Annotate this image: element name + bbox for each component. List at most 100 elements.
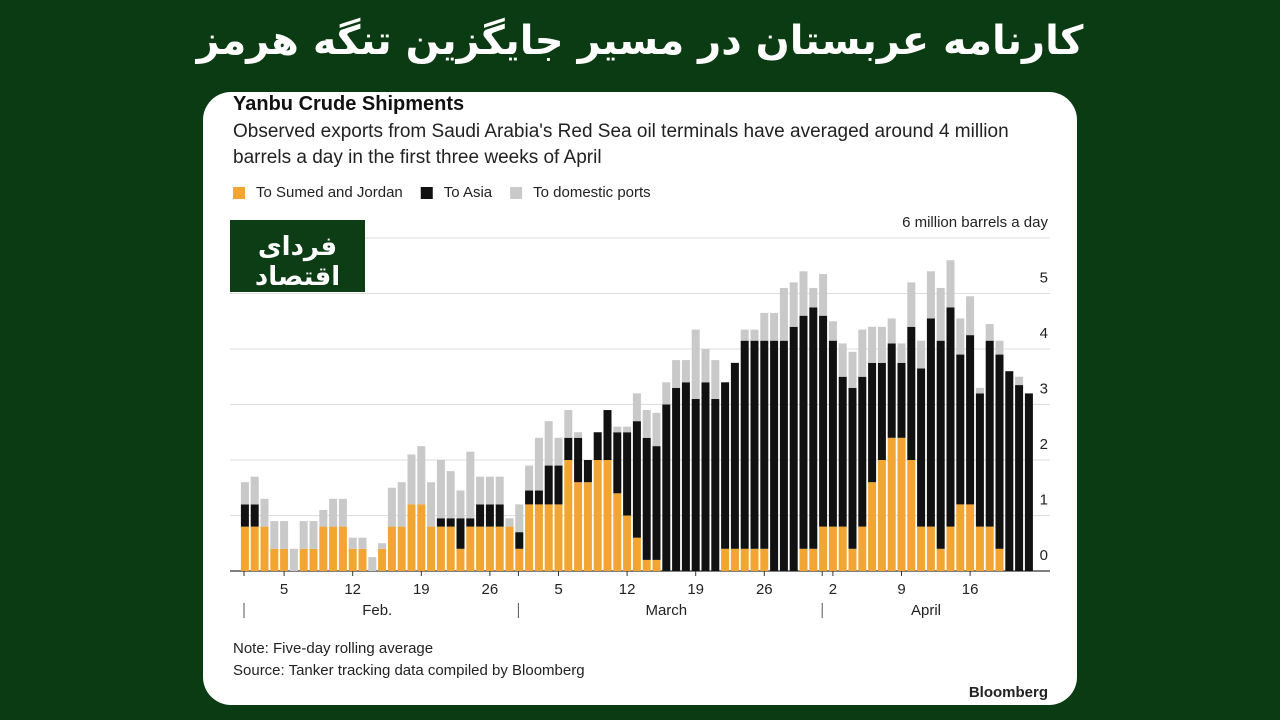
bar-segment	[397, 526, 406, 571]
x-tick-label: 9	[897, 581, 905, 598]
bar-segment	[250, 476, 259, 505]
bar-segment	[926, 318, 935, 527]
bar-segment	[917, 526, 926, 571]
bar-segment	[427, 482, 436, 527]
bar-segment	[378, 543, 387, 549]
bar-segment	[564, 437, 573, 460]
bar-segment	[456, 490, 465, 519]
y-tick-label: 5	[1040, 269, 1048, 286]
bar-segment	[995, 354, 1004, 549]
bar-segment	[534, 504, 543, 571]
bar-segment	[642, 437, 651, 560]
bar-segment	[495, 526, 504, 571]
y-tick-label: 6 million barrels a day	[902, 214, 1048, 231]
bar-segment	[466, 526, 475, 571]
legend-swatch	[420, 187, 433, 199]
bar-segment	[613, 432, 622, 494]
bar-segment	[946, 307, 955, 527]
x-tick-label: 12	[619, 581, 636, 598]
bar-segment	[966, 504, 975, 571]
bar-segment	[466, 451, 475, 519]
bar-segment	[740, 329, 749, 341]
bar-segment	[828, 321, 837, 341]
bar-segment	[917, 340, 926, 369]
bar-segment	[887, 437, 896, 571]
y-tick-label: 1	[1040, 491, 1048, 508]
bar-segment	[985, 340, 994, 527]
logo-tagline: رسانه تصویری روندهای اقتصادی	[243, 296, 352, 305]
x-tick-label: 2	[829, 581, 837, 598]
bar-segment	[730, 548, 739, 571]
bar-segment	[789, 282, 798, 327]
bar-segment	[495, 504, 504, 527]
bar-segment	[975, 526, 984, 571]
bar-segment	[564, 460, 573, 571]
bar-segment	[907, 460, 916, 571]
bar-segment	[985, 526, 994, 571]
chart-subtitle: Observed exports from Saudi Arabia's Red…	[233, 121, 1009, 168]
bar-segment	[554, 437, 563, 466]
bar-segment	[623, 426, 632, 433]
bar-segment	[329, 498, 338, 527]
bar-segment	[417, 504, 426, 571]
bar-segment	[750, 329, 759, 341]
x-tick-label: 26	[482, 581, 499, 598]
bar-segment	[505, 526, 514, 571]
bar-segment	[338, 526, 347, 571]
bar-segment	[848, 548, 857, 571]
bar-segment	[623, 515, 632, 571]
bar-segment	[574, 432, 583, 438]
bar-segment	[338, 498, 347, 527]
x-tick-label: 5	[280, 581, 288, 598]
logo: فردای اقتصاد رسانه تصویری روندهای اقتصاد…	[230, 220, 365, 305]
bar-segment	[319, 526, 328, 571]
bar-segment	[436, 518, 445, 527]
bar-segment	[770, 312, 779, 341]
bar-segment	[877, 362, 886, 460]
y-tick-label: 4	[1040, 325, 1048, 342]
bar-segment	[456, 518, 465, 549]
bar-segment	[544, 465, 553, 505]
bar-segment	[956, 354, 965, 505]
bar-segment	[956, 504, 965, 571]
bar-segment	[642, 559, 651, 571]
bar-segment	[740, 548, 749, 571]
bar-segment	[476, 476, 485, 505]
bar-segment	[348, 537, 357, 549]
bar-segment	[407, 504, 416, 571]
bar-segment	[760, 548, 769, 571]
bar-segment	[799, 315, 808, 549]
bar-segment	[632, 421, 641, 538]
bar-segment	[848, 387, 857, 549]
bar-segment	[407, 454, 416, 505]
bar-segment	[819, 526, 828, 571]
bar-segment	[819, 315, 828, 527]
bar-segment	[877, 326, 886, 363]
bar-segment	[515, 504, 524, 533]
bar-segment	[828, 340, 837, 527]
chart-title: Yanbu Crude Shipments	[233, 93, 465, 115]
bar-segment	[809, 307, 818, 549]
bar-segment	[456, 548, 465, 571]
bar-segment	[681, 382, 690, 571]
bar-segment	[809, 287, 818, 308]
bar-segment	[936, 287, 945, 341]
legend-label: To domestic ports	[533, 184, 651, 201]
bar-segment	[887, 318, 896, 344]
bar-segment	[515, 532, 524, 549]
legend-label: To Sumed and Jordan	[256, 184, 403, 201]
bar-segment	[868, 326, 877, 363]
month-label: April	[911, 602, 941, 619]
bar-segment	[534, 490, 543, 505]
y-tick-label: 2	[1040, 436, 1048, 453]
bar-segment	[946, 526, 955, 571]
bar-segment	[603, 460, 612, 571]
bar-segment	[270, 521, 279, 549]
bar-segment	[985, 324, 994, 341]
bar-segment	[1024, 393, 1033, 571]
bar-segment	[838, 343, 847, 377]
bar-segment	[819, 274, 828, 316]
bar-segment	[446, 518, 455, 527]
bar-segment	[583, 460, 592, 483]
